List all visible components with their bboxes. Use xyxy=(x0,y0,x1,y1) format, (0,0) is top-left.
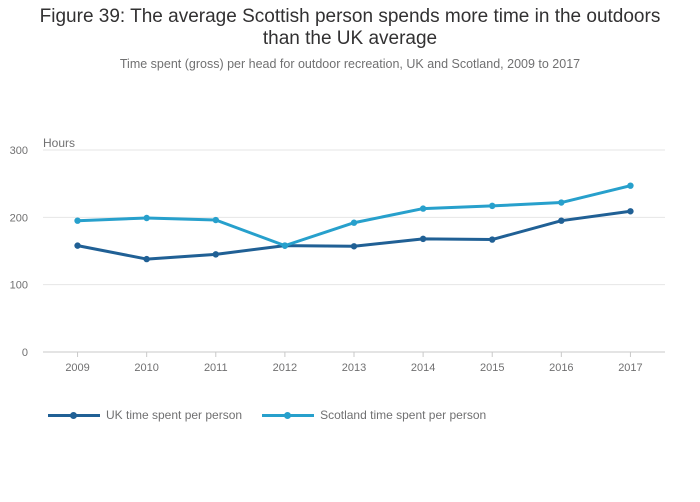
data-point-scotland-2012 xyxy=(281,242,289,249)
x-tick-label-2014: 2014 xyxy=(411,362,435,374)
x-tick-label-2011: 2011 xyxy=(204,362,228,374)
data-point-scotland-2015 xyxy=(489,202,496,210)
chart-title-line-2: than the UK average xyxy=(262,28,438,49)
chart-subtitle: Time spent (gross) per head for outdoor … xyxy=(119,57,581,71)
legend-swatch-uk xyxy=(48,411,100,419)
chart-legend: UK time spent per person Scotland time s… xyxy=(48,408,506,422)
data-point-uk-2015 xyxy=(489,236,496,243)
x-tick-label-2015: 2015 xyxy=(480,362,504,374)
chart-title-line-1: Figure 39: The average Scottish person s… xyxy=(39,6,661,27)
data-point-scotland-2010 xyxy=(143,214,150,222)
legend-swatch-scotland xyxy=(262,411,315,419)
legend-label-scotland: Scotland time spent per person xyxy=(320,408,487,422)
x-tick-label-2013: 2013 xyxy=(342,362,366,374)
data-point-scotland-2009 xyxy=(74,217,81,224)
x-tick-label-2017: 2017 xyxy=(618,362,642,374)
data-point-scotland-2014 xyxy=(419,205,427,212)
data-point-uk-2016 xyxy=(558,217,565,224)
x-tick-label-2012: 2012 xyxy=(273,362,297,374)
y-axis-label: Hours xyxy=(43,136,76,150)
y-tick-label-0: 0 xyxy=(22,347,28,359)
x-tick-label-2016: 2016 xyxy=(549,362,573,374)
data-point-uk-2011 xyxy=(212,251,219,258)
y-tick-label-300: 300 xyxy=(10,145,28,157)
chart-title: Figure 39: The average Scottish person s… xyxy=(0,6,700,50)
data-point-uk-2013 xyxy=(350,243,358,250)
legend-marker-scotland xyxy=(284,411,292,419)
data-point-uk-2014 xyxy=(419,235,427,243)
data-point-uk-2017 xyxy=(627,208,634,215)
x-tick-label-2010: 2010 xyxy=(134,362,158,374)
data-point-uk-2010 xyxy=(143,255,150,263)
legend-item-uk[interactable]: UK time spent per person xyxy=(48,408,242,422)
y-tick-label-200: 200 xyxy=(10,212,28,224)
legend-item-scotland[interactable]: Scotland time spent per person xyxy=(262,408,486,422)
y-tick-label-100: 100 xyxy=(10,280,28,292)
x-tick-label-2009: 2009 xyxy=(65,362,89,374)
data-point-scotland-2016 xyxy=(558,199,565,206)
data-point-scotland-2013 xyxy=(350,219,358,226)
data-point-scotland-2011 xyxy=(212,216,219,224)
series-line-scotland xyxy=(76,184,632,248)
legend-marker-uk xyxy=(70,411,77,419)
legend-label-uk: UK time spent per person xyxy=(106,408,243,422)
data-point-uk-2009 xyxy=(74,242,81,249)
data-point-scotland-2017 xyxy=(627,182,634,189)
